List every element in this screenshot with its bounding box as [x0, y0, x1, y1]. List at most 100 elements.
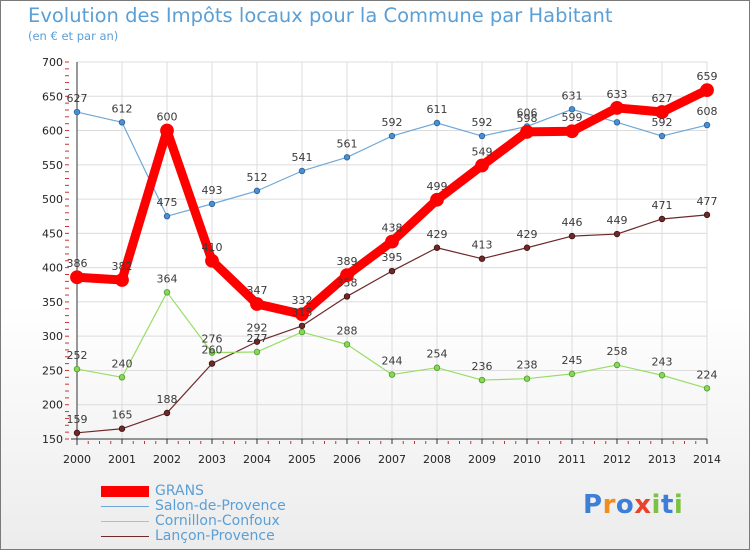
data-label: 592 — [652, 116, 673, 129]
data-point — [253, 338, 261, 345]
data-point — [205, 253, 219, 268]
data-label: 600 — [157, 111, 178, 124]
data-label: 224 — [697, 368, 718, 381]
data-point — [478, 376, 486, 384]
data-label: 188 — [157, 393, 178, 406]
series-cornillon-confoux — [73, 289, 711, 392]
legend-label: Cornillon-Confoux — [155, 513, 280, 529]
data-point — [163, 409, 171, 417]
data-point — [163, 213, 171, 220]
x-tick-label: 2009 — [468, 453, 496, 466]
data-label: 627 — [67, 92, 88, 105]
logo-letter: i — [651, 490, 661, 520]
data-label: 541 — [292, 151, 313, 164]
data-label: 236 — [472, 360, 493, 373]
data-point — [433, 364, 441, 371]
data-point — [613, 230, 621, 238]
data-point — [118, 425, 126, 432]
data-label: 549 — [472, 146, 493, 159]
data-point — [160, 123, 174, 138]
data-point — [475, 158, 489, 173]
data-label: 471 — [652, 199, 673, 212]
data-point — [295, 307, 309, 322]
x-tick-label: 2001 — [108, 453, 136, 466]
data-point — [433, 244, 441, 251]
y-tick-label: 550 — [42, 159, 63, 172]
x-tick-label: 2011 — [558, 453, 586, 466]
data-label: 599 — [562, 111, 583, 124]
data-label: 413 — [472, 239, 493, 252]
data-point — [73, 108, 81, 116]
x-tick-label: 2002 — [153, 453, 181, 466]
data-label: 315 — [292, 306, 313, 319]
data-point — [298, 167, 306, 175]
data-label: 238 — [517, 359, 538, 372]
chart-title: Evolution des Impôts locaux pour la Comm… — [28, 4, 613, 27]
x-tick-label: 2013 — [648, 453, 676, 466]
data-label: 243 — [652, 355, 673, 368]
data-point — [430, 192, 444, 207]
data-label: 395 — [382, 251, 403, 264]
data-label: 260 — [202, 344, 223, 357]
data-label: 631 — [562, 89, 583, 102]
data-point — [343, 154, 351, 161]
x-tick-label: 2000 — [63, 453, 91, 466]
y-tick-label: 700 — [42, 56, 63, 69]
legend-swatch — [101, 520, 149, 523]
x-tick-label: 2006 — [333, 453, 361, 466]
data-label: 611 — [427, 103, 448, 116]
data-point — [253, 187, 261, 195]
logo-letter: t — [660, 490, 674, 520]
data-point — [388, 132, 396, 140]
data-point — [703, 385, 711, 392]
y-tick-label: 250 — [42, 364, 63, 377]
data-label: 386 — [67, 257, 88, 270]
legend-item-grans: GRANS — [101, 484, 286, 499]
x-tick-label: 2008 — [423, 453, 451, 466]
x-tick-label: 2004 — [243, 453, 271, 466]
y-tick-label: 150 — [42, 433, 63, 446]
data-point — [208, 200, 216, 208]
data-label: 364 — [157, 272, 178, 285]
data-point — [250, 297, 264, 311]
y-tick-label: 450 — [42, 227, 63, 240]
data-label: 288 — [337, 324, 358, 337]
legend-label: Lançon-Provence — [155, 528, 275, 544]
data-label: 561 — [337, 137, 358, 150]
data-point — [568, 232, 576, 240]
data-point — [703, 211, 711, 219]
data-label: 258 — [607, 345, 628, 358]
logo-letter: r — [602, 490, 616, 520]
data-point — [613, 361, 621, 369]
y-tick-label: 500 — [42, 193, 63, 206]
data-label: 159 — [67, 413, 88, 426]
data-label: 592 — [472, 116, 493, 129]
data-label: 292 — [247, 322, 268, 335]
legend-swatch — [101, 486, 149, 497]
y-tick-label: 400 — [42, 262, 63, 275]
y-tick-label: 200 — [42, 399, 63, 412]
data-point — [208, 360, 216, 367]
data-point — [298, 322, 306, 330]
data-point — [118, 374, 126, 381]
data-label: 659 — [697, 70, 718, 83]
legend-item-salon-de-provence: Salon-de-Provence — [101, 499, 286, 514]
x-tick-label: 2012 — [603, 453, 631, 466]
y-tick-label: 300 — [42, 330, 63, 343]
data-label: 477 — [697, 195, 718, 208]
data-label: 244 — [382, 355, 403, 368]
data-point — [613, 119, 621, 126]
data-label: 358 — [337, 276, 358, 289]
legend-label: GRANS — [155, 483, 204, 499]
data-label: 276 — [202, 333, 223, 346]
data-point — [115, 273, 129, 287]
data-point — [658, 215, 666, 223]
chart-legend: GRANS Salon-de-Provence Cornillon-Confoux L… — [101, 484, 286, 544]
y-tick-label: 600 — [42, 125, 63, 138]
data-label: 438 — [382, 222, 403, 235]
legend-item-lancon-provence: Lançon-Provence — [101, 529, 286, 544]
data-point — [523, 375, 531, 382]
data-label: 633 — [607, 88, 628, 101]
data-label: 254 — [427, 348, 448, 361]
